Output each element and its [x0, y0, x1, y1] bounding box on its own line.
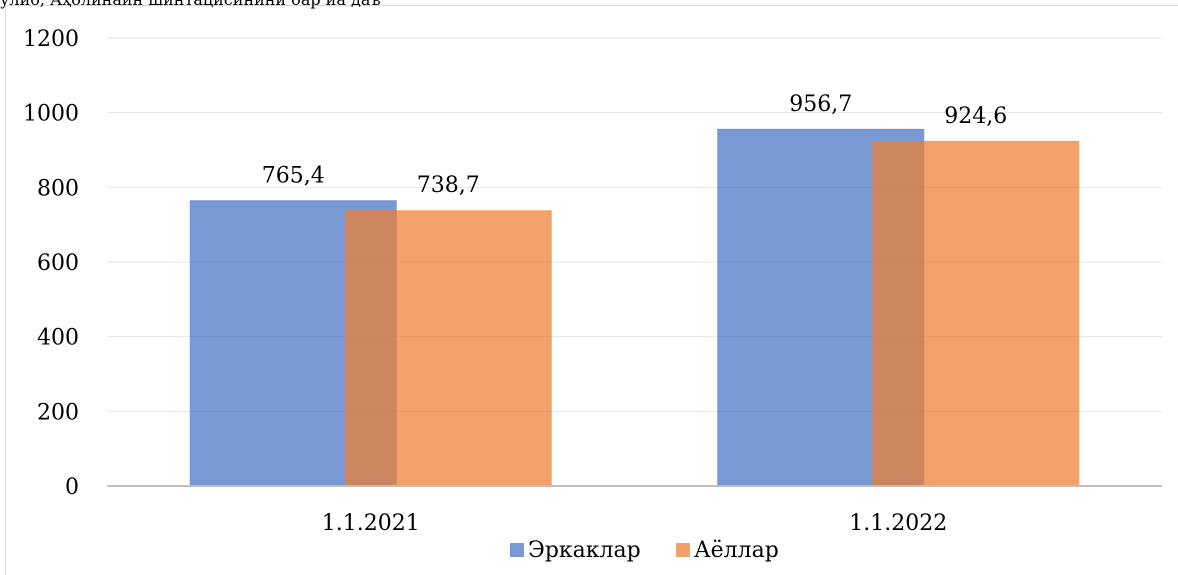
bar-women [344, 210, 552, 486]
data-label: 765,4 [262, 163, 325, 188]
bar-women [872, 140, 1080, 487]
legend-label: Эркаклар [528, 538, 641, 563]
legend: Эркаклар Аёллар [510, 538, 779, 563]
data-label: 956,7 [789, 92, 852, 117]
y-tick-label: 400 [37, 326, 79, 351]
y-tick-label: 200 [37, 400, 79, 425]
axes: 0 200 400 600 800 1000 1200 1.1.2021 1.1.2022 [23, 27, 1162, 536]
chart-frame [5, 5, 1178, 575]
y-tick-label: 800 [37, 176, 79, 201]
x-category-label: 1.1.2021 [322, 511, 420, 536]
legend-label: Аёллар [694, 538, 779, 563]
x-category-label: 1.1.2022 [849, 511, 947, 536]
y-tick-label: 1200 [23, 27, 79, 52]
y-tick-label: 1000 [23, 102, 79, 127]
bars [189, 128, 1080, 487]
y-tick-label: 0 [65, 475, 79, 500]
data-label: 924,6 [944, 104, 1007, 129]
legend-swatch [510, 543, 524, 557]
chart-title-cropped: улиб, Аҳолинайн шинтацисинини бар иа даъ [0, 0, 381, 9]
data-labels: 765,4 738,7 956,7 924,6 [262, 92, 1007, 198]
data-label: 738,7 [417, 173, 480, 198]
y-tick-label: 600 [37, 251, 79, 276]
legend-swatch [676, 543, 690, 557]
